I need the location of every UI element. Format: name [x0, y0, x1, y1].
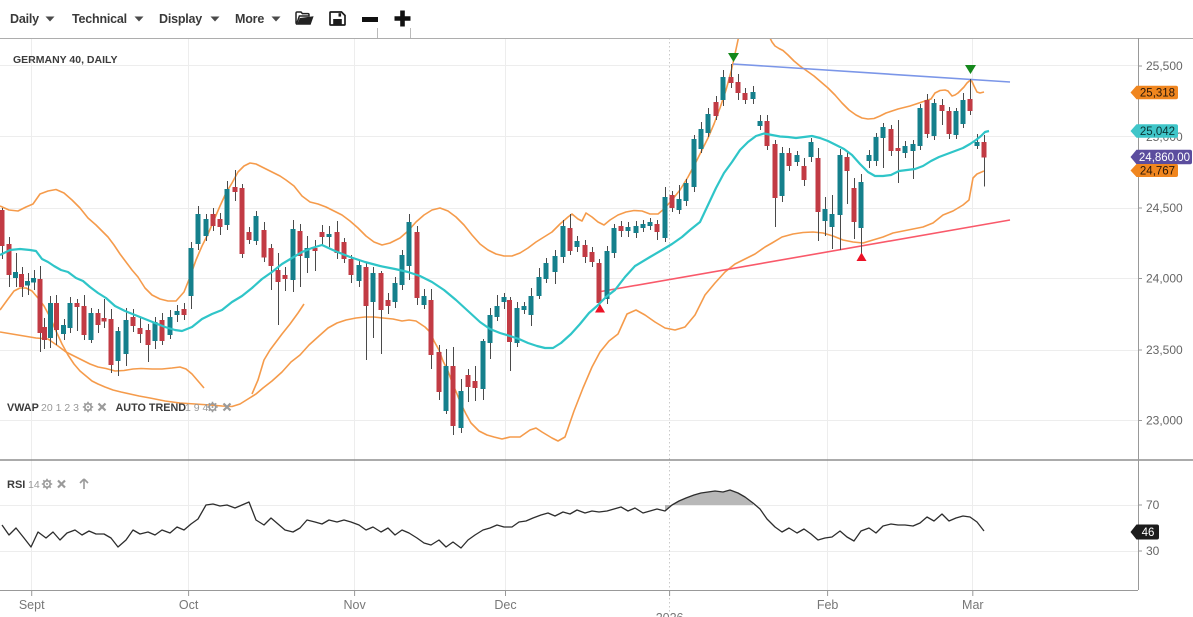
svg-text:25,318: 25,318	[1140, 88, 1175, 100]
svg-text:2026: 2026	[656, 611, 684, 617]
svg-text:70: 70	[1146, 498, 1160, 512]
svg-text:RSI: RSI	[7, 479, 25, 491]
svg-text:Sept: Sept	[19, 598, 45, 612]
svg-text:1 9 4: 1 9 4	[185, 402, 209, 414]
svg-text:VWAP: VWAP	[7, 402, 39, 414]
svg-text:25,500: 25,500	[1146, 59, 1183, 73]
svg-text:24,860.00: 24,860.00	[1139, 152, 1190, 164]
svg-text:23,000: 23,000	[1146, 414, 1183, 428]
svg-text:25,042: 25,042	[1140, 126, 1175, 138]
svg-text:46: 46	[1142, 527, 1155, 539]
svg-text:Oct: Oct	[179, 598, 199, 612]
svg-text:Feb: Feb	[817, 598, 839, 612]
svg-text:Mar: Mar	[962, 598, 984, 612]
svg-text:GERMANY 40, DAILY: GERMANY 40, DAILY	[13, 54, 117, 66]
svg-text:24,767: 24,767	[1140, 166, 1175, 178]
svg-text:24,000: 24,000	[1146, 272, 1183, 286]
svg-text:23,500: 23,500	[1146, 343, 1183, 357]
svg-text:AUTO TREND: AUTO TREND	[116, 402, 187, 414]
svg-text:Nov: Nov	[343, 598, 366, 612]
svg-text:24,500: 24,500	[1146, 201, 1183, 215]
svg-text:20 1 2 3: 20 1 2 3	[41, 402, 79, 414]
svg-text:14: 14	[28, 479, 40, 491]
svg-text:Dec: Dec	[494, 598, 516, 612]
svg-text:30: 30	[1146, 544, 1160, 558]
